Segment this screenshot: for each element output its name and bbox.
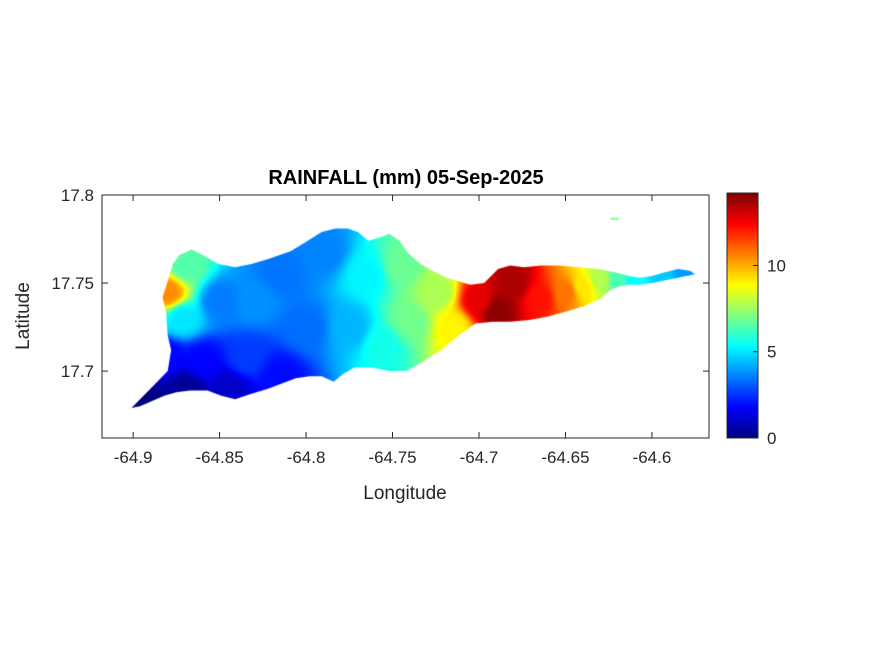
map-axes: -64.9 -64.85 -64.8 -64.75 -64.7 -64.65 -64.6 1… — [51, 186, 710, 467]
axes-box — [101, 194, 710, 439]
colorbar-tick-label: 10 — [767, 256, 786, 275]
y-tick-label: 17.7 — [61, 362, 94, 381]
x-axis-label: Longitude — [363, 483, 446, 504]
colorbar-tick-label: 0 — [767, 429, 776, 448]
map-title: RAINFALL (mm) 05-Sep-2025 — [268, 167, 543, 189]
rainfall-heatmap-image — [102, 195, 709, 438]
colorbar: 0 5 10 — [726, 192, 786, 448]
colorbar-box — [726, 192, 759, 439]
y-axis: 17.7 17.75 17.8 — [51, 186, 709, 381]
x-tick-label: -64.8 — [287, 448, 326, 467]
x-tick-label: -64.75 — [368, 448, 416, 467]
y-tick-label: 17.8 — [61, 186, 94, 205]
x-tick-label: -64.6 — [633, 448, 672, 467]
x-tick-label: -64.65 — [541, 448, 589, 467]
colorbar-tick-label: 5 — [767, 343, 776, 362]
y-tick-label: 17.75 — [51, 274, 94, 293]
colorbar-gradient — [727, 193, 758, 438]
x-tick-label: -64.9 — [114, 448, 153, 467]
x-tick-label: -64.7 — [460, 448, 499, 467]
x-axis: -64.9 -64.85 -64.8 -64.75 -64.7 -64.65 -64.6 — [114, 195, 672, 467]
y-axis-label: Latitude — [13, 282, 34, 350]
colorbar-ticks: 0 5 10 — [753, 256, 786, 448]
x-tick-label: -64.85 — [195, 448, 243, 467]
